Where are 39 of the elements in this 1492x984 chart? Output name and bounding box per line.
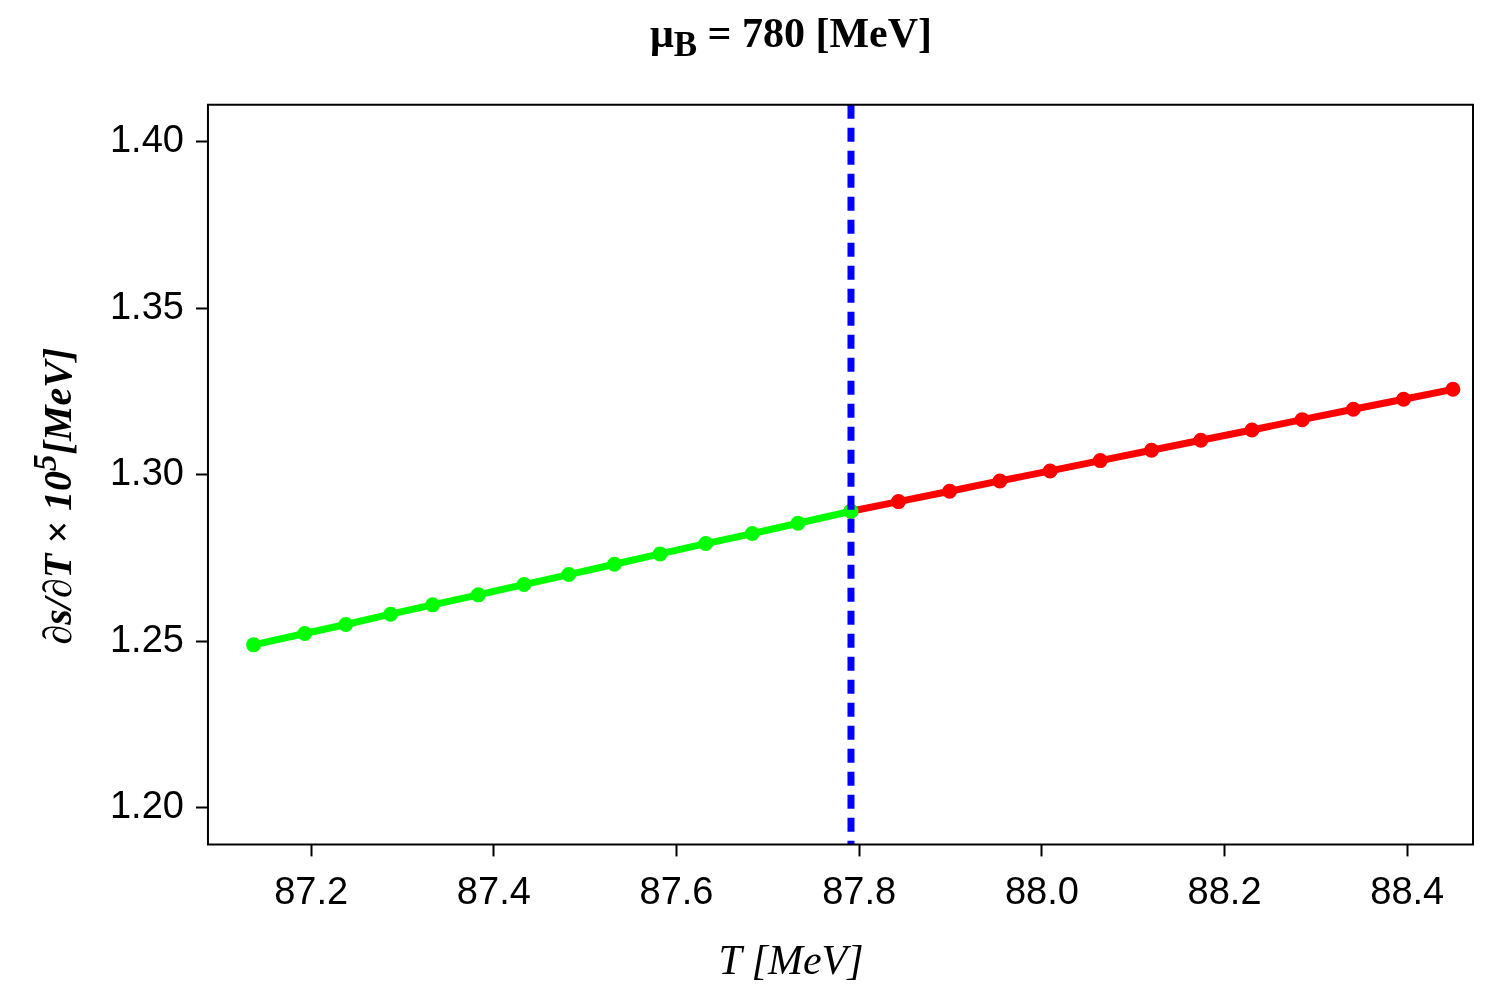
point bbox=[338, 617, 354, 633]
point bbox=[942, 484, 958, 500]
point bbox=[561, 567, 577, 583]
y-tick-label: 1.25 bbox=[109, 618, 184, 661]
x-tick-label: 88.0 bbox=[1004, 870, 1079, 913]
point bbox=[744, 526, 760, 542]
point bbox=[383, 607, 399, 623]
x-tick-label: 88.4 bbox=[1370, 870, 1445, 913]
point bbox=[516, 577, 532, 593]
point bbox=[790, 516, 806, 532]
x-tick-label: 87.8 bbox=[822, 870, 897, 913]
chart-title: μ$_{B}$ = 780 [MeV] bbox=[649, 9, 933, 67]
x-tick-label: 87.6 bbox=[639, 870, 714, 913]
point bbox=[297, 626, 313, 642]
x-tick-label: 88.2 bbox=[1187, 870, 1262, 913]
point bbox=[246, 637, 262, 653]
point bbox=[1294, 412, 1310, 428]
y-tick-label: 1.20 bbox=[109, 784, 184, 827]
point bbox=[1042, 463, 1058, 479]
x-tick-label: 87.2 bbox=[274, 870, 349, 913]
point bbox=[425, 597, 441, 613]
point bbox=[1193, 433, 1209, 449]
point bbox=[1345, 402, 1361, 418]
x-axis-title: T [MeV] bbox=[718, 936, 864, 984]
point bbox=[1244, 422, 1260, 438]
point bbox=[606, 557, 622, 573]
point bbox=[1143, 443, 1159, 459]
point bbox=[890, 494, 906, 510]
point bbox=[652, 546, 668, 562]
y-tick-label: 1.40 bbox=[109, 118, 184, 161]
point bbox=[992, 473, 1008, 489]
point bbox=[1092, 453, 1108, 469]
y-tick-label: 1.35 bbox=[109, 284, 184, 327]
point bbox=[1445, 382, 1461, 398]
x-tick-label: 87.4 bbox=[456, 870, 531, 913]
y-tick-label: 1.30 bbox=[109, 451, 184, 494]
point bbox=[1396, 392, 1412, 408]
point bbox=[470, 587, 486, 603]
point bbox=[698, 536, 714, 552]
